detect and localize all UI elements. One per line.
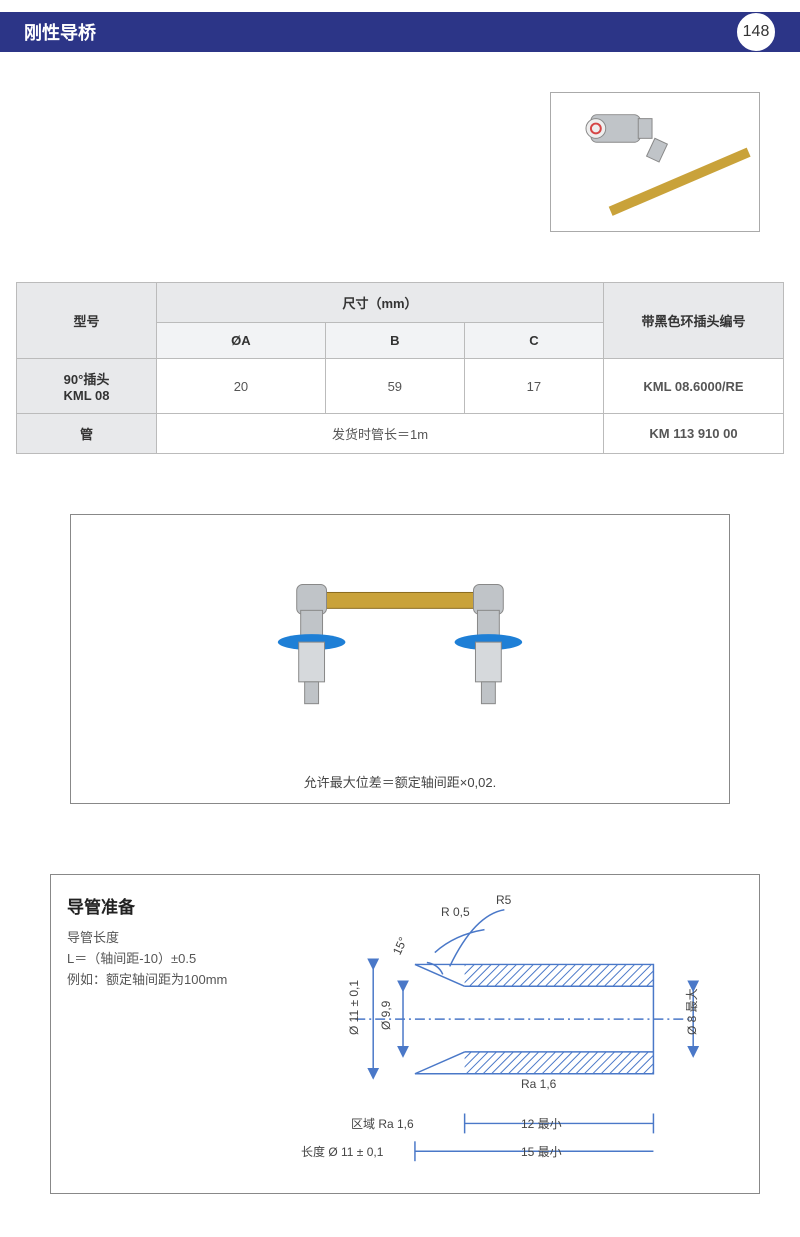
label-15min: 15 最小: [521, 1143, 562, 1160]
label-r05: R 0,5: [441, 905, 470, 919]
page-number-badge: 148: [736, 12, 776, 52]
label-len: 长度 Ø 11 ± 0,1: [301, 1143, 383, 1160]
row1-part: KML 08.6000/RE: [604, 359, 784, 414]
assembly-caption: 允许最大位差＝额定轴间距×0,02.: [71, 772, 729, 791]
row1-a: 20: [157, 359, 326, 414]
row2-dims: 发货时管长＝1m: [157, 414, 604, 454]
row1-b: 59: [325, 359, 464, 414]
label-ra16: Ra 1,6: [521, 1077, 556, 1091]
hero-product-image: [550, 92, 760, 232]
col-c: C: [464, 323, 603, 359]
label-d11: Ø 11 ± 0,1: [347, 980, 361, 1035]
diagram-title: 导管准备: [67, 893, 743, 918]
row1-c: 17: [464, 359, 603, 414]
col-b: B: [325, 323, 464, 359]
page-title: 刚性导桥: [24, 19, 96, 45]
col-dimensions: 尺寸（mm）: [157, 283, 604, 323]
assembly-image-box: 允许最大位差＝额定轴间距×0,02.: [70, 514, 730, 804]
label-ra16-zone: 区域 Ra 1,6: [351, 1115, 414, 1132]
table-row: 90°插头 KML 08 20 59 17 KML 08.6000/RE: [17, 359, 784, 414]
label-12min: 12 最小: [521, 1115, 562, 1132]
row2-part: KM 113 910 00: [604, 414, 784, 454]
table-row: 管 发货时管长＝1m KM 113 910 00: [17, 414, 784, 454]
label-r5: R5: [496, 893, 511, 907]
row2-model: 管: [17, 414, 157, 454]
spec-table-container: 型号 尺寸（mm） 带黑色环插头编号 ØA B C 90°插头 KML 08 2…: [16, 282, 784, 454]
spec-table: 型号 尺寸（mm） 带黑色环插头编号 ØA B C 90°插头 KML 08 2…: [16, 282, 784, 454]
col-partno: 带黑色环插头编号: [604, 283, 784, 359]
col-a: ØA: [157, 323, 326, 359]
label-d99: Ø 9,9: [379, 1001, 393, 1030]
col-model: 型号: [17, 283, 157, 359]
label-d8: Ø 8 最大: [683, 988, 700, 1035]
row1-model: 90°插头 KML 08: [17, 359, 157, 414]
page-header: 刚性导桥 148: [0, 12, 800, 52]
tube-prep-diagram: 导管准备 导管长度 L＝（轴间距-10）±0.5 例如：额定轴间距为100mm: [50, 874, 760, 1194]
